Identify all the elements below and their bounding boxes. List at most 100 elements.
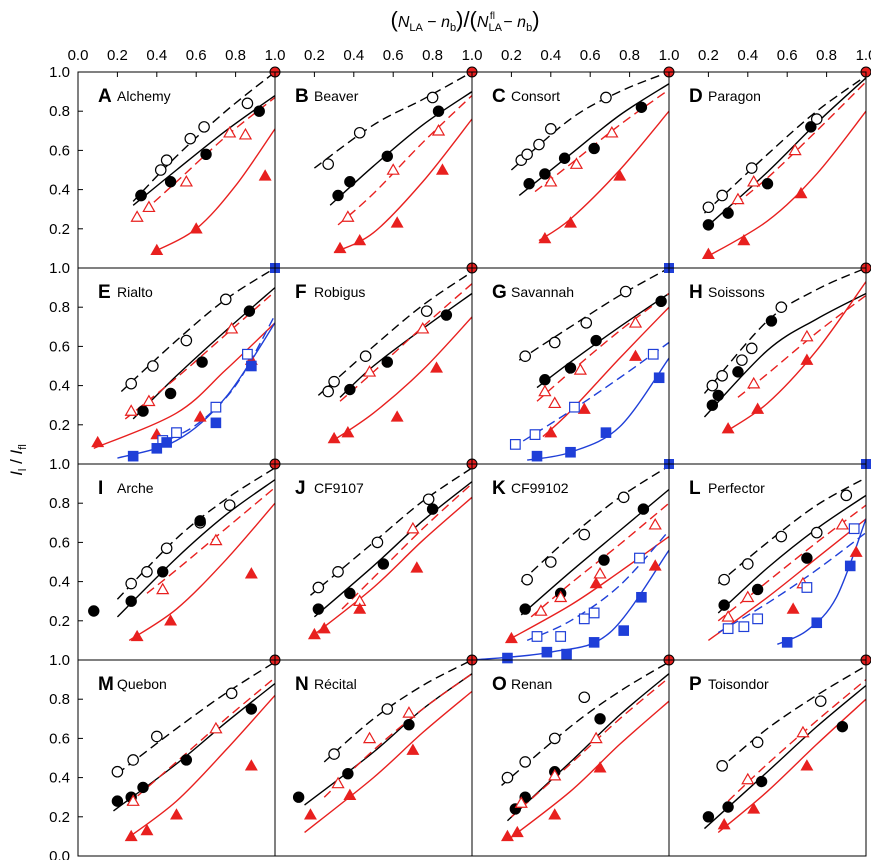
open-triangle-marker (209, 721, 223, 734)
open-circle-marker (371, 536, 384, 549)
open-circle-marker (198, 121, 210, 133)
panel-h: H Soissons (689, 262, 871, 434)
panel-letter: D (689, 86, 703, 107)
panel-g: G Savannah (492, 263, 674, 462)
filled-circle-marker (751, 583, 764, 596)
open-square-marker (569, 401, 580, 413)
y-tick-label: 0.4 (49, 770, 70, 787)
panel-letter: O (492, 674, 507, 695)
filled-square-marker (588, 637, 600, 648)
panel-c: C Consort (492, 66, 675, 244)
x-tick-label: 1.0 (659, 47, 680, 64)
red-open-fit-line (341, 483, 472, 610)
filled-circle-marker (635, 101, 648, 113)
filled-square-marker (531, 450, 543, 462)
black-filled-fit-line (304, 673, 472, 806)
open-triangle-marker (156, 582, 170, 595)
filled-triangle-marker (333, 241, 347, 254)
open-circle-marker (600, 91, 612, 104)
open-circle-marker (810, 113, 823, 125)
panel-k: K CF99102 (472, 459, 674, 664)
black-filled-fit-line (717, 494, 866, 614)
open-circle-marker (519, 756, 531, 768)
filled-triangle-marker (244, 759, 258, 771)
x-tick-label: 0.8 (422, 47, 443, 64)
open-triangle-marker (835, 517, 849, 530)
panel-frames (77, 71, 867, 857)
filled-circle-marker (135, 189, 147, 202)
y-tick-label: 1.0 (49, 456, 70, 473)
x-tick-label: 0.6 (580, 47, 601, 64)
data-points (509, 285, 667, 462)
red-filled-fit-line (717, 698, 866, 834)
black-open-fit-line (317, 271, 472, 396)
open-circle-marker (160, 154, 173, 166)
filled-triangle-marker (189, 222, 203, 234)
open-circle-marker (775, 301, 788, 313)
filled-circle-marker (344, 383, 356, 396)
panel-name: CF9107 (314, 480, 364, 496)
y-tick-label: 0.6 (49, 142, 70, 159)
open-triangle-marker (416, 321, 430, 334)
open-triangle-marker (747, 174, 761, 187)
red-filled-fit-line (93, 322, 275, 449)
filled-circle-marker (718, 599, 730, 611)
filled-triangle-marker (353, 602, 367, 614)
filled-triangle-marker (140, 823, 154, 836)
panel-letter: H (689, 282, 703, 303)
filled-circle-marker (765, 315, 778, 327)
panel-name: Alchemy (117, 88, 171, 104)
panel-a: A Alchemy (98, 66, 281, 256)
data-points (706, 301, 814, 434)
filled-triangle-marker (717, 818, 731, 830)
panel-letter: B (295, 86, 309, 107)
black-open-fit-line (703, 75, 866, 214)
data-points (500, 691, 607, 842)
filled-circle-marker (539, 374, 551, 386)
black-filled-fit-line (518, 83, 669, 197)
open-circle-marker (745, 342, 758, 355)
red-filled-fit-line (152, 128, 275, 253)
y-tick-label: 1.0 (49, 652, 70, 669)
open-circle-marker (328, 748, 340, 760)
x-tick-label: 0.2 (107, 47, 128, 64)
open-square-marker (848, 523, 860, 535)
panel-name: Quebon (117, 676, 167, 692)
filled-triangle-marker (390, 216, 404, 228)
filled-triangle-marker (544, 426, 558, 438)
x-tick-label: 0.2 (698, 47, 719, 64)
panel-frame (668, 659, 867, 857)
filled-circle-marker (381, 150, 393, 162)
open-circle-marker (141, 565, 153, 578)
filled-triangle-marker (390, 410, 404, 422)
panel-letter: C (492, 86, 506, 107)
filled-triangle-marker (410, 561, 424, 573)
data-points (718, 489, 863, 648)
filled-circle-marker (655, 295, 667, 308)
red-open-fit-line (126, 677, 275, 806)
filled-circle-marker (253, 105, 265, 117)
filled-circle-marker (403, 718, 415, 731)
black-open-fit-line (717, 665, 866, 771)
fit-curves (132, 72, 275, 253)
open-triangle-marker (386, 163, 400, 175)
filled-triangle-marker (435, 163, 449, 175)
blue-open-fit-line (526, 530, 669, 642)
panel-l: L Perfector (689, 459, 871, 648)
x-tick-label: 0.4 (146, 47, 167, 64)
open-triangle-marker (741, 590, 755, 603)
filled-square-marker (781, 637, 793, 648)
black-open-fit-line (717, 477, 866, 585)
left-y-axis: 0.2 0.4 0.6 0.8 1.0 0.2 0.4 0.6 0.8 1.0 0.2 0.4 0.6 0… (49, 64, 83, 860)
red-filled-fit-line (538, 110, 669, 242)
open-circle-marker (544, 123, 557, 135)
open-triangle-marker (223, 125, 237, 138)
open-triangle-marker (331, 776, 345, 789)
red-filled-fit-line (723, 281, 866, 434)
black-open-fit-line (132, 72, 275, 202)
filled-triangle-marker (317, 622, 331, 634)
x-tick-label: 1.0 (462, 47, 483, 64)
open-square-marker (722, 623, 734, 635)
red-filled-fit-line (128, 502, 275, 641)
